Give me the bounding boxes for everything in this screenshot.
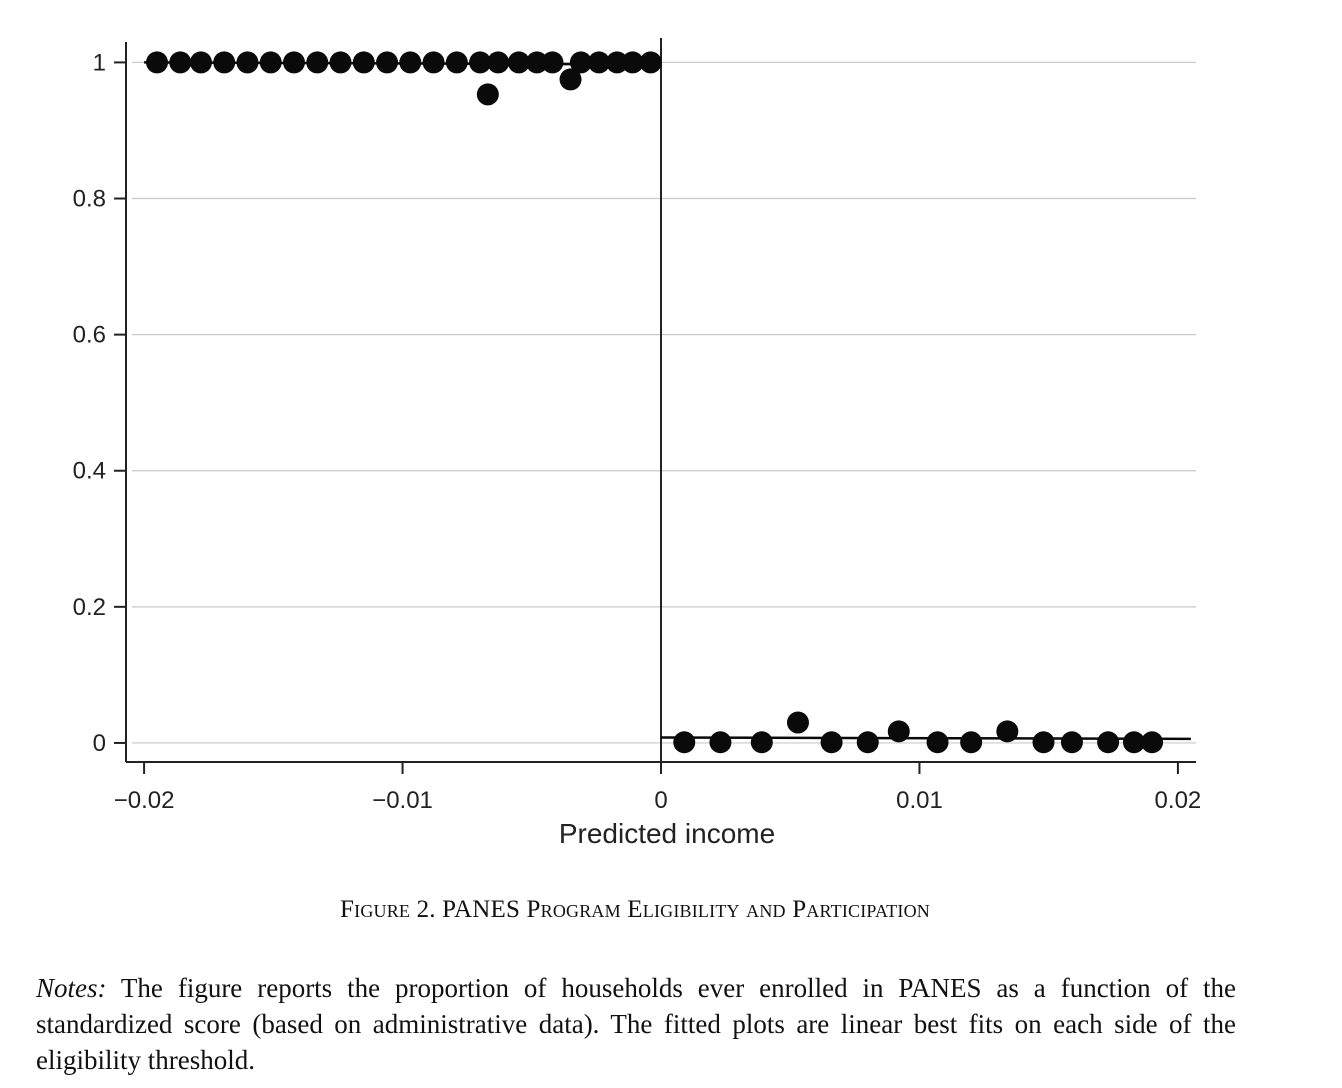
data-point-0-4 bbox=[236, 51, 259, 74]
data-point-0-13 bbox=[445, 51, 468, 74]
data-point-1-13 bbox=[1122, 731, 1145, 754]
x-tick-label-4: 0.02 bbox=[1155, 787, 1202, 814]
x-tick-label-1: −0.01 bbox=[372, 787, 433, 814]
y-tick-label-1: 0.2 bbox=[73, 594, 106, 621]
x-axis-title: Predicted income bbox=[559, 818, 775, 849]
y-tick-label-3: 0.6 bbox=[73, 322, 106, 349]
data-point-0-3 bbox=[213, 51, 236, 74]
data-point-0-19 bbox=[541, 51, 564, 74]
grid-lines bbox=[132, 61, 1196, 744]
notes-text: The figure reports the proportion of hou… bbox=[36, 973, 1236, 1075]
y-tick-label-0: 0 bbox=[93, 730, 106, 757]
data-point-0-17 bbox=[507, 51, 530, 74]
y-tick-label-2: 0.4 bbox=[73, 458, 106, 485]
data-point-0-0 bbox=[146, 51, 169, 74]
y-tick-label-4: 0.8 bbox=[73, 186, 106, 213]
data-point-0-12 bbox=[422, 51, 445, 74]
data-point-0-25 bbox=[639, 51, 662, 74]
data-point-0-22 bbox=[587, 51, 610, 74]
data-point-0-24 bbox=[621, 51, 644, 74]
data-point-0-16 bbox=[487, 51, 510, 74]
x-tick-label-0: −0.02 bbox=[114, 787, 175, 814]
data-point-1-6 bbox=[887, 720, 910, 743]
x-tick-label-2: 0 bbox=[654, 787, 667, 814]
data-point-0-23 bbox=[606, 51, 629, 74]
data-point-0-21 bbox=[569, 51, 592, 74]
data-point-1-12 bbox=[1097, 731, 1120, 754]
y-tick-label-5: 1 bbox=[93, 49, 106, 76]
notes-lead: Notes: bbox=[36, 973, 107, 1003]
data-point-1-2 bbox=[750, 731, 773, 754]
tick-labels: 0 0.2 0.4 0.6 0.8 1 −0.02 −0.01 0 0.01 0.02 bbox=[73, 49, 1202, 814]
data-point-1-11 bbox=[1060, 731, 1083, 754]
data-point-1-3 bbox=[786, 711, 809, 734]
figure-notes: Notes: The figure reports the proportion… bbox=[36, 970, 1236, 1078]
data-point-1-0 bbox=[673, 731, 696, 754]
data-point-1-4 bbox=[820, 731, 843, 754]
scatter-chart: 0 0.2 0.4 0.6 0.8 1 −0.02 −0.01 0 0.01 0.02 Predic… bbox=[73, 38, 1202, 849]
data-point-0-7 bbox=[306, 51, 329, 74]
data-point-1-1 bbox=[709, 731, 732, 754]
data-point-1-14 bbox=[1141, 731, 1164, 754]
data-point-1-7 bbox=[926, 731, 949, 754]
data-points bbox=[146, 51, 1164, 754]
figure-caption: Figure 2. PANES Program Eligibility and … bbox=[340, 896, 930, 923]
data-point-0-6 bbox=[282, 51, 305, 74]
data-point-0-18 bbox=[525, 51, 548, 74]
data-point-1-9 bbox=[996, 720, 1019, 743]
data-point-0-9 bbox=[352, 51, 375, 74]
data-point-0-20 bbox=[559, 68, 582, 91]
data-point-1-10 bbox=[1032, 731, 1055, 754]
data-point-0-1 bbox=[169, 51, 192, 74]
data-point-0-10 bbox=[376, 51, 399, 74]
data-point-0-8 bbox=[329, 51, 352, 74]
axes bbox=[114, 38, 1196, 774]
data-point-0-5 bbox=[259, 51, 282, 74]
data-point-0-2 bbox=[189, 51, 212, 74]
data-point-1-5 bbox=[856, 731, 879, 754]
data-point-1-8 bbox=[960, 731, 983, 754]
data-point-0-15 bbox=[476, 83, 499, 106]
data-point-0-14 bbox=[469, 51, 492, 74]
x-tick-label-3: 0.01 bbox=[896, 787, 943, 814]
data-point-0-11 bbox=[399, 51, 422, 74]
fit-lines bbox=[144, 61, 1191, 741]
